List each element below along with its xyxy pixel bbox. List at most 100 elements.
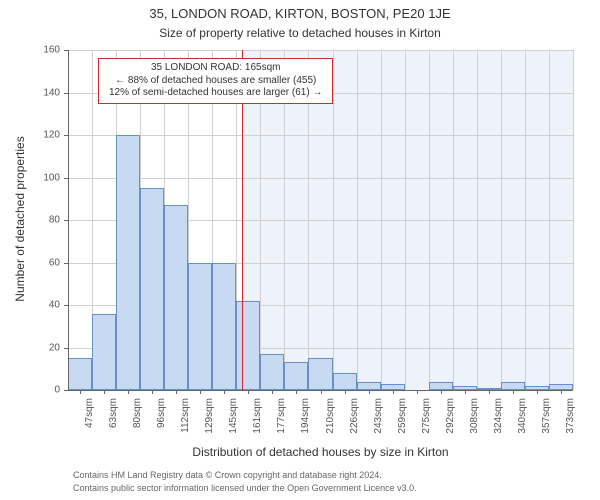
x-tick-mark xyxy=(200,390,201,394)
x-tick-label: 373sqm xyxy=(565,398,576,448)
y-tick-mark xyxy=(64,93,68,94)
histogram-bar xyxy=(333,373,357,390)
x-tick-mark xyxy=(561,390,562,394)
y-axis-label: Number of detached properties xyxy=(13,49,27,389)
histogram-bar xyxy=(188,263,212,391)
footnote-line-2: Contains public sector information licen… xyxy=(73,483,417,493)
grid-line xyxy=(429,50,430,390)
x-tick-mark xyxy=(393,390,394,394)
histogram-bar xyxy=(357,382,381,391)
y-axis-line xyxy=(68,50,69,390)
grid-line xyxy=(573,50,574,390)
x-tick-label: 194sqm xyxy=(300,398,311,448)
histogram-bar xyxy=(116,135,140,390)
grid-line xyxy=(68,50,573,51)
grid-line xyxy=(477,50,478,390)
chart-supertitle: 35, LONDON ROAD, KIRTON, BOSTON, PE20 1J… xyxy=(0,6,600,21)
y-tick-mark xyxy=(64,263,68,264)
chart-subtitle: Size of property relative to detached ho… xyxy=(0,26,600,40)
x-tick-label: 177sqm xyxy=(276,398,287,448)
grid-line xyxy=(453,50,454,390)
chart-container: 35, LONDON ROAD, KIRTON, BOSTON, PE20 1J… xyxy=(0,0,600,500)
y-tick-mark xyxy=(64,50,68,51)
y-tick-label: 20 xyxy=(28,342,60,353)
x-tick-mark xyxy=(224,390,225,394)
histogram-bar xyxy=(164,205,188,390)
x-axis-label: Distribution of detached houses by size … xyxy=(68,445,573,459)
histogram-bar xyxy=(501,382,525,391)
x-tick-label: 324sqm xyxy=(493,398,504,448)
x-tick-label: 226sqm xyxy=(349,398,360,448)
y-tick-label: 60 xyxy=(28,257,60,268)
y-tick-label: 100 xyxy=(28,172,60,183)
histogram-bar xyxy=(260,354,284,390)
grid-line xyxy=(405,50,406,390)
x-tick-label: 145sqm xyxy=(228,398,239,448)
y-tick-label: 40 xyxy=(28,300,60,311)
x-tick-mark xyxy=(80,390,81,394)
x-tick-label: 47sqm xyxy=(84,398,95,448)
y-tick-mark xyxy=(64,390,68,391)
footnote-line-1: Contains HM Land Registry data © Crown c… xyxy=(73,470,382,480)
y-tick-mark xyxy=(64,305,68,306)
x-tick-label: 292sqm xyxy=(445,398,456,448)
x-tick-mark xyxy=(248,390,249,394)
grid-line xyxy=(549,50,550,390)
x-tick-label: 308sqm xyxy=(469,398,480,448)
x-tick-mark xyxy=(152,390,153,394)
y-tick-mark xyxy=(64,178,68,179)
grid-line xyxy=(501,50,502,390)
y-tick-label: 80 xyxy=(28,215,60,226)
histogram-bar xyxy=(429,382,453,391)
annotation-line: 12% of semi-detached houses are larger (… xyxy=(109,87,322,100)
grid-line xyxy=(68,178,573,179)
x-tick-mark xyxy=(128,390,129,394)
histogram-bar xyxy=(236,301,260,390)
histogram-bar xyxy=(92,314,116,391)
x-tick-mark xyxy=(513,390,514,394)
x-tick-mark xyxy=(296,390,297,394)
x-tick-mark xyxy=(272,390,273,394)
x-tick-mark xyxy=(441,390,442,394)
grid-line xyxy=(525,50,526,390)
x-tick-mark xyxy=(345,390,346,394)
x-tick-label: 80sqm xyxy=(132,398,143,448)
x-tick-label: 161sqm xyxy=(252,398,263,448)
x-tick-label: 129sqm xyxy=(204,398,215,448)
annotation-line: ← 88% of detached houses are smaller (45… xyxy=(109,75,322,88)
x-tick-label: 259sqm xyxy=(397,398,408,448)
y-tick-label: 160 xyxy=(28,45,60,56)
x-tick-mark xyxy=(104,390,105,394)
grid-line xyxy=(381,50,382,390)
x-tick-mark xyxy=(321,390,322,394)
grid-line xyxy=(357,50,358,390)
histogram-bar xyxy=(212,263,236,391)
y-tick-mark xyxy=(64,220,68,221)
histogram-bar xyxy=(140,188,164,390)
x-tick-mark xyxy=(176,390,177,394)
x-tick-mark xyxy=(417,390,418,394)
grid-line xyxy=(68,135,573,136)
y-tick-label: 120 xyxy=(28,130,60,141)
x-tick-label: 96sqm xyxy=(156,398,167,448)
histogram-bar xyxy=(308,358,332,390)
y-tick-mark xyxy=(64,348,68,349)
histogram-bar xyxy=(284,362,308,390)
x-tick-mark xyxy=(537,390,538,394)
x-tick-mark xyxy=(369,390,370,394)
x-tick-mark xyxy=(465,390,466,394)
y-tick-mark xyxy=(64,135,68,136)
marker-annotation: 35 LONDON ROAD: 165sqm← 88% of detached … xyxy=(98,58,333,104)
histogram-bar xyxy=(68,358,92,390)
annotation-line: 35 LONDON ROAD: 165sqm xyxy=(109,62,322,75)
x-tick-label: 275sqm xyxy=(421,398,432,448)
x-tick-label: 63sqm xyxy=(108,398,119,448)
x-tick-label: 357sqm xyxy=(541,398,552,448)
y-tick-label: 140 xyxy=(28,87,60,98)
x-tick-label: 210sqm xyxy=(325,398,336,448)
x-tick-label: 112sqm xyxy=(180,398,191,448)
x-tick-mark xyxy=(489,390,490,394)
x-tick-label: 340sqm xyxy=(517,398,528,448)
x-tick-label: 243sqm xyxy=(373,398,384,448)
y-tick-label: 0 xyxy=(28,385,60,396)
